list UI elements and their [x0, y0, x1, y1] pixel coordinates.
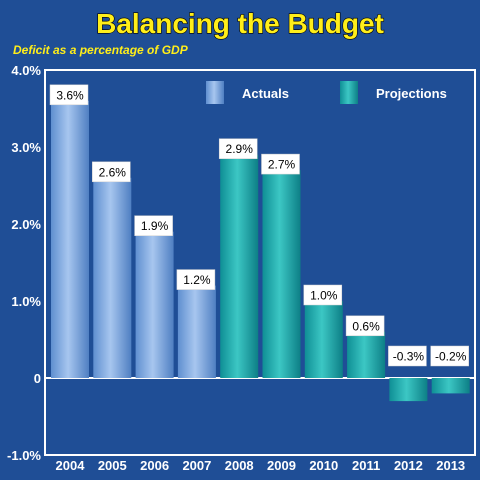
data-label-box-2006	[134, 215, 173, 236]
bar-2009	[262, 170, 301, 378]
legend-label-actuals: Actuals	[242, 86, 289, 101]
x-tick-label-2010: 2010	[309, 458, 338, 473]
bar-2012	[389, 378, 428, 402]
data-label-box-2010	[303, 284, 343, 306]
bars: 3.6% 2.6% 1.9% 1.2% 2.9% 2.7% 1.0% 0.6% -0.3% -0.…	[49, 84, 470, 402]
y-axis: 4.0% 3.0% 2.0% 1.0% 0 -1.0%	[7, 63, 41, 463]
data-label-2009: 2.7%	[268, 158, 296, 172]
bar-2013	[431, 378, 470, 394]
legend-swatch-actuals	[206, 81, 224, 104]
data-label-2005: 2.6%	[99, 165, 127, 179]
chart-title: Balancing the Budget	[96, 8, 384, 39]
y-tick-label: 4.0%	[11, 63, 41, 78]
bar-2007	[177, 285, 216, 378]
bar-2010	[304, 301, 343, 378]
data-label-box-2012	[388, 345, 427, 367]
bar-2011	[347, 331, 386, 378]
x-tick-label-2013: 2013	[436, 458, 465, 473]
data-label-2013: -0.2%	[435, 350, 467, 364]
data-label-2007: 1.2%	[183, 273, 211, 287]
data-label-box-2013	[430, 345, 469, 367]
x-tick-label-2005: 2005	[98, 458, 127, 473]
data-label-2012: -0.3%	[393, 350, 425, 364]
bar-2005	[93, 177, 132, 378]
data-label-2008: 2.9%	[226, 142, 254, 156]
bar-2008	[220, 154, 259, 378]
data-label-box-2004	[49, 84, 89, 106]
plot-area	[44, 69, 476, 456]
y-tick-label: 3.0%	[11, 140, 41, 155]
x-tick-label-2009: 2009	[267, 458, 296, 473]
data-label-box-2008	[218, 138, 258, 159]
chart-subtitle: Deficit as a percentage of GDP	[13, 43, 189, 57]
y-tick-label: 1.0%	[11, 294, 41, 309]
data-label-box-2009	[261, 153, 300, 175]
data-label-box-2005	[92, 161, 131, 183]
x-tick-label-2006: 2006	[140, 458, 169, 473]
x-tick-label-2012: 2012	[394, 458, 423, 473]
x-axis: 2004 2005 2006 2007 2008 2009 2010 2011 2012 2013	[56, 458, 466, 473]
x-tick-label-2011: 2011	[352, 458, 380, 473]
data-label-2006: 1.9%	[141, 219, 169, 233]
y-tick-label: 0	[34, 371, 41, 386]
legend-label-projections: Projections	[376, 86, 447, 101]
data-label-2010: 1.0%	[310, 289, 338, 303]
data-label-2011: 0.6%	[352, 319, 380, 333]
y-tick-label: 2.0%	[11, 217, 41, 232]
x-tick-label-2004: 2004	[56, 458, 86, 473]
legend-swatch-projections	[340, 81, 358, 104]
y-tick-label: -1.0%	[7, 448, 41, 463]
x-tick-label-2007: 2007	[182, 458, 211, 473]
bar-2004	[51, 100, 89, 379]
data-label-2004: 3.6%	[56, 88, 84, 102]
data-label-box-2007	[176, 269, 216, 290]
bar-2006	[135, 231, 174, 378]
legend: Actuals Projections	[206, 81, 447, 104]
x-tick-label-2008: 2008	[225, 458, 254, 473]
data-label-box-2011	[345, 315, 385, 337]
